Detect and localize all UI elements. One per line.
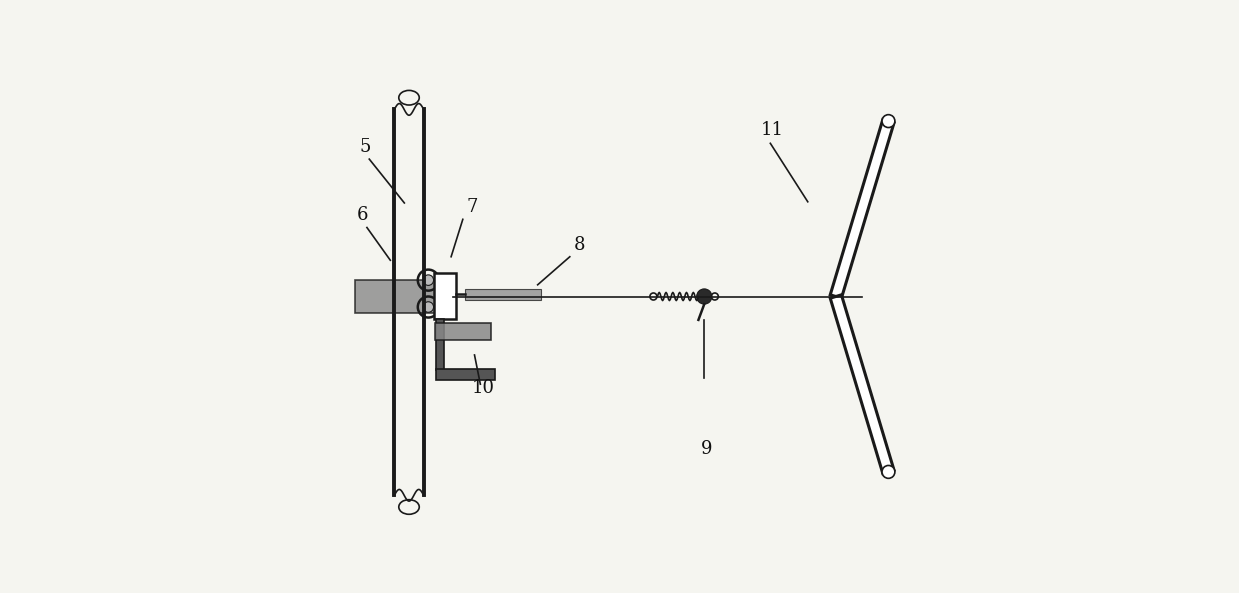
Circle shape [422,275,434,285]
Bar [436,318,444,369]
Circle shape [882,114,895,127]
Text: 5: 5 [359,138,370,155]
Bar [356,280,456,313]
Text: 9: 9 [701,441,712,458]
Text: 7: 7 [466,197,478,216]
Polygon shape [830,119,895,298]
Polygon shape [830,295,895,474]
Text: 6: 6 [357,206,368,225]
Text: 11: 11 [761,121,784,139]
Text: 10: 10 [472,379,496,397]
Bar [434,273,456,318]
Circle shape [696,289,712,304]
Text: 8: 8 [574,236,585,254]
Circle shape [422,302,434,313]
Bar [436,369,494,380]
Circle shape [882,466,895,479]
Bar [435,323,491,340]
Bar [465,289,541,300]
